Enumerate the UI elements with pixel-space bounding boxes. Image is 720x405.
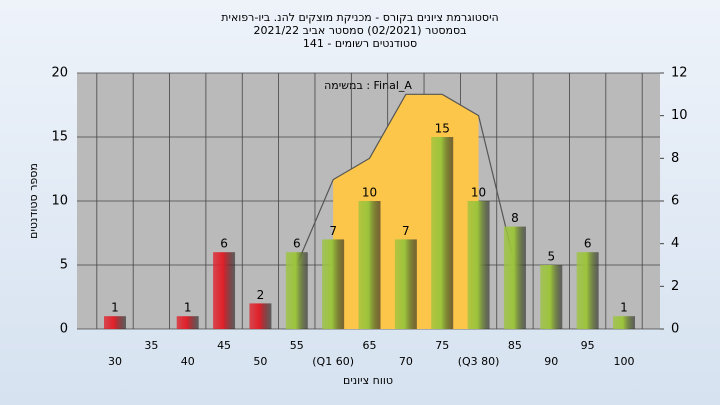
x-tick-label: 40: [181, 355, 195, 368]
y-axis-title: מספר סטודנטים: [27, 163, 40, 239]
bar: [503, 226, 526, 329]
x-tick-label: 95: [581, 339, 595, 352]
bar: [467, 201, 490, 329]
bar: [540, 265, 563, 329]
data-label: 7: [329, 224, 337, 238]
x-tick-label: (Q3 80): [458, 355, 500, 368]
y2-tick-label: 6: [671, 194, 679, 209]
data-label: 10: [362, 186, 377, 200]
x-tick-label: 50: [253, 355, 267, 368]
x-tick-label: 30: [108, 355, 122, 368]
y-tick-label: 5: [60, 258, 68, 273]
x-tick-label: 70: [399, 355, 413, 368]
y-tick-label: 20: [51, 66, 68, 81]
y-tick-label: 10: [51, 194, 68, 209]
data-label: 2: [257, 288, 265, 302]
data-label: 7: [402, 224, 410, 238]
data-label: 8: [511, 211, 519, 225]
bar: [394, 239, 417, 329]
data-label: 10: [471, 186, 486, 200]
x-tick-label: 75: [435, 339, 449, 352]
bar: [249, 303, 272, 329]
x-tick-label: 55: [290, 339, 304, 352]
x-tick-label: 35: [144, 339, 158, 352]
annotation: במשימה : Final_A: [324, 79, 412, 92]
x-tick-label: 45: [217, 339, 231, 352]
x-tick-label: 65: [363, 339, 377, 352]
y2-tick-label: 2: [671, 279, 679, 294]
bar: [322, 239, 345, 329]
bar: [285, 252, 308, 329]
data-label: 15: [435, 122, 450, 136]
bar: [176, 316, 199, 329]
chart-title: היסטוגרמת ציונים בקורס - מכניקת מוצקים ל…: [221, 11, 498, 24]
chart-subtitle: סטודנטים רשומים - 141: [303, 37, 417, 50]
data-label: 1: [184, 301, 192, 315]
bar: [613, 316, 635, 329]
x-tick-label: 90: [544, 355, 558, 368]
data-label: 1: [111, 301, 119, 315]
x-tick-label: 85: [508, 339, 522, 352]
y2-tick-label: 10: [671, 108, 688, 123]
y2-tick-label: 4: [671, 236, 679, 251]
y2-tick-label: 8: [671, 151, 679, 166]
bar: [431, 137, 454, 329]
y2-tick-label: 0: [671, 322, 679, 337]
line: [296, 93, 516, 266]
chart-subtitle: בסמסטר (02/2021) סמסטר אביב 2021/22: [253, 24, 466, 37]
data-label: 6: [220, 237, 228, 251]
y-tick-label: 15: [51, 130, 68, 145]
data-label: 6: [293, 237, 301, 251]
data-label: 5: [547, 250, 555, 264]
bar: [358, 201, 381, 329]
x-tick-label: 100: [614, 355, 635, 368]
y2-tick-label: 12: [671, 66, 688, 81]
data-label: 1: [620, 301, 628, 315]
bar: [576, 252, 599, 329]
bar: [213, 252, 236, 329]
x-tick-label: (Q1 60): [312, 355, 354, 368]
data-label: 6: [584, 237, 592, 251]
bar: [104, 316, 126, 329]
x-axis-title: טווח ציונים: [343, 374, 393, 387]
y-tick-label: 0: [60, 322, 68, 337]
